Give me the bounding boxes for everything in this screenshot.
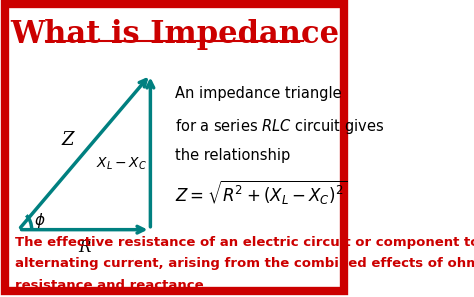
Text: What is Impedance: What is Impedance (10, 19, 339, 50)
Text: for a series $\mathit{RLC}$ circuit gives: for a series $\mathit{RLC}$ circuit give… (174, 117, 384, 136)
Text: $\phi$: $\phi$ (35, 211, 46, 230)
Text: alternating current, arising from the combined effects of ohmic: alternating current, arising from the co… (15, 257, 474, 271)
Text: An impedance triangle: An impedance triangle (174, 86, 341, 101)
Text: R: R (78, 239, 91, 256)
Text: Z: Z (61, 131, 73, 149)
Text: resistance and reactance: resistance and reactance (15, 279, 204, 293)
Text: $X_L - X_C$: $X_L - X_C$ (96, 156, 147, 172)
Text: the relationship: the relationship (174, 148, 290, 163)
Text: The effective resistance of an electric circuit or component to: The effective resistance of an electric … (15, 236, 474, 249)
Text: $Z = \sqrt{R^2 + (X_L - X_C)^2}$: $Z = \sqrt{R^2 + (X_L - X_C)^2}$ (174, 178, 347, 207)
